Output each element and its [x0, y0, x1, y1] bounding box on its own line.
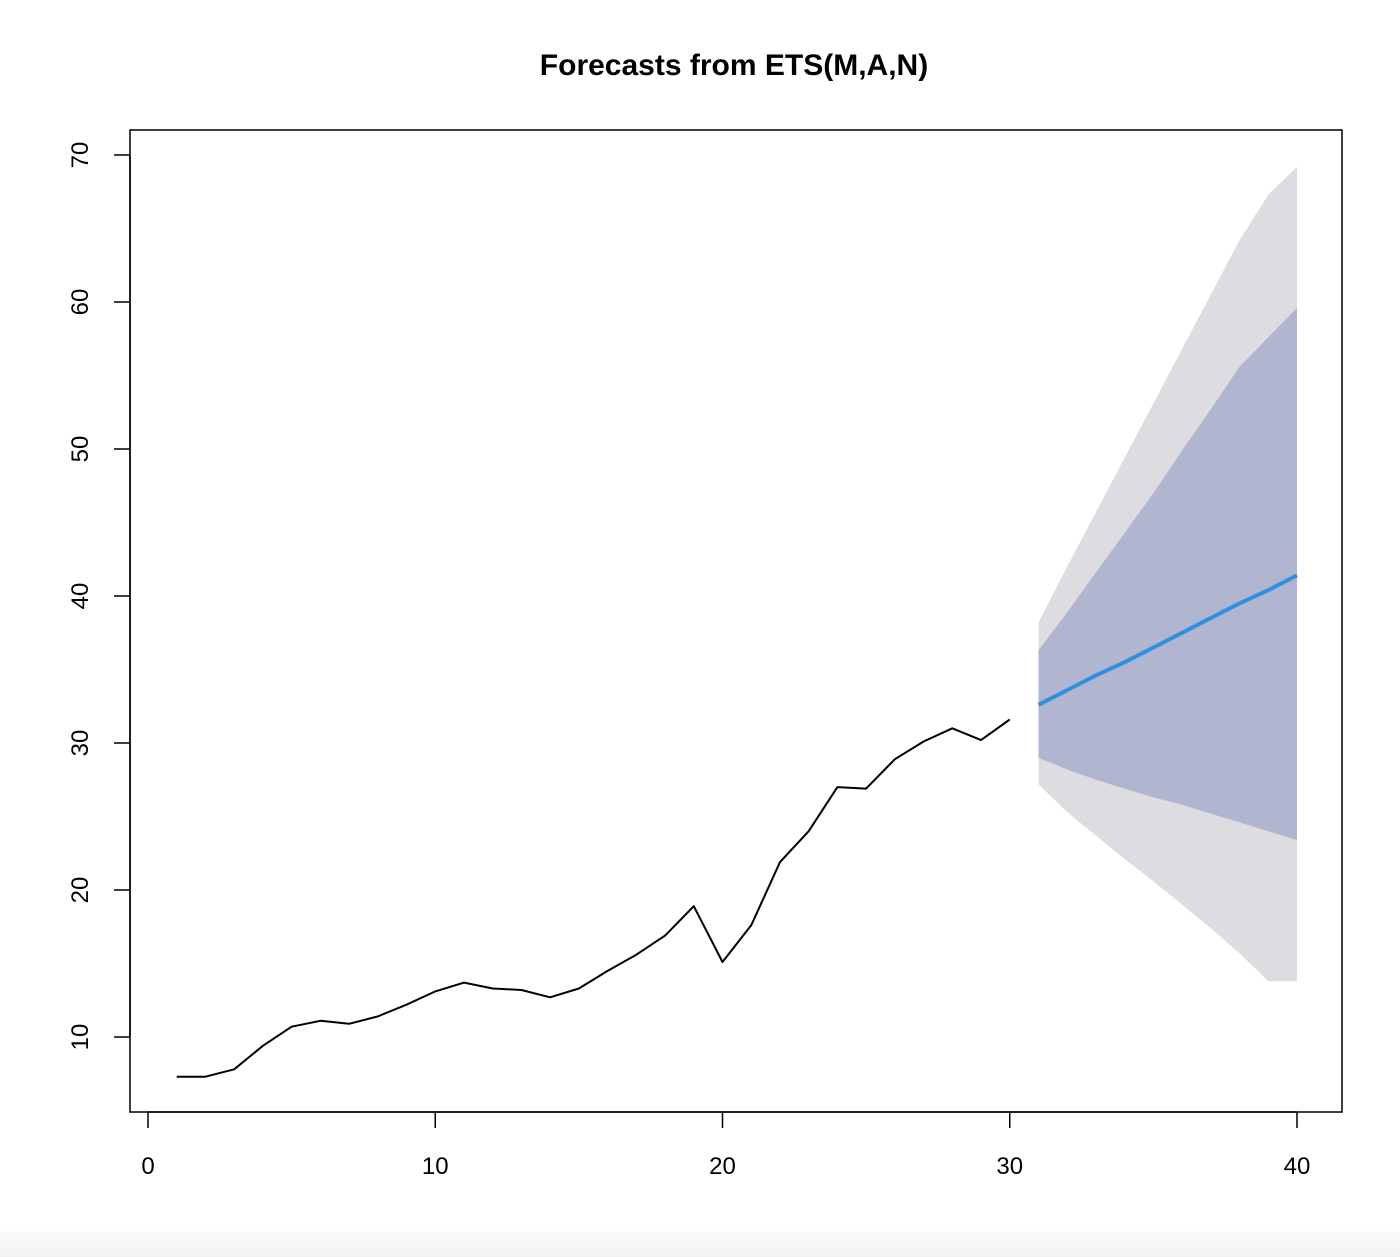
forecast-line [1037, 573, 1298, 707]
y-tick-label: 70 [67, 142, 94, 169]
x-tick-label: 10 [422, 1153, 449, 1180]
x-tick-label: 40 [1284, 1153, 1311, 1180]
y-tick-label: 30 [67, 730, 94, 757]
x-axis: 0 10 20 30 40 [141, 1111, 1311, 1180]
window-bottom-edge [0, 1222, 1400, 1257]
x-tick-label: 0 [141, 1153, 154, 1180]
y-tick-label: 60 [67, 289, 94, 316]
y-tick-label: 40 [67, 583, 94, 610]
x-tick-label: 30 [996, 1153, 1023, 1180]
y-tick-label: 50 [67, 436, 94, 463]
y-tick-label: 10 [67, 1024, 94, 1051]
series-lines [176, 573, 1298, 1078]
x-tick-label: 20 [709, 1153, 736, 1180]
band-80 [1038, 307, 1297, 840]
observed-line [176, 718, 1011, 1078]
chart-title: Forecasts from ETS(M,A,N) [540, 49, 928, 82]
y-tick-label: 20 [67, 877, 94, 904]
y-axis: 10 20 30 40 50 60 70 [67, 142, 131, 1051]
prediction-intervals [1038, 166, 1297, 982]
